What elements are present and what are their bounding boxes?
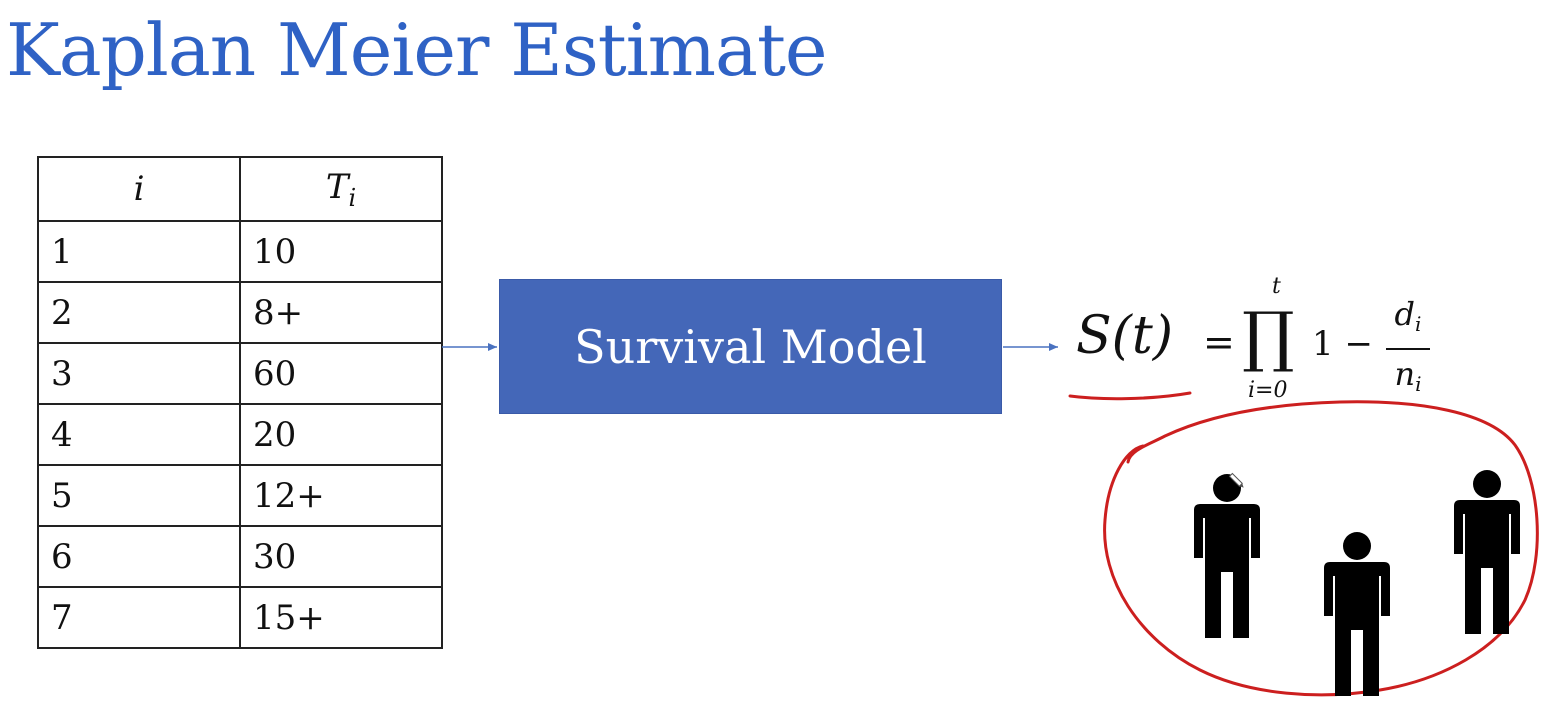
table-row: 4 20 bbox=[37, 403, 443, 466]
cell-index: 6 bbox=[37, 525, 241, 588]
formula-product-symbol: ∏ bbox=[1242, 298, 1295, 375]
slide-title: Kaplan Meier Estimate bbox=[6, 8, 827, 92]
cell-time: 60 bbox=[239, 342, 443, 405]
table-row: 7 15+ bbox=[37, 586, 443, 649]
cell-index: 2 bbox=[37, 281, 241, 344]
header-t: Ti bbox=[239, 156, 443, 222]
formula-one-minus: 1 − bbox=[1312, 324, 1373, 364]
formula-fraction-bar bbox=[1386, 348, 1430, 350]
header-t-subscript: i bbox=[348, 183, 357, 212]
survival-formula: S(t) = ∏ t i=0 1 − di ni bbox=[1076, 274, 1446, 404]
cell-index: 4 bbox=[37, 403, 241, 466]
cell-index: 1 bbox=[37, 220, 241, 283]
cell-index: 3 bbox=[37, 342, 241, 405]
person-icon bbox=[1194, 474, 1260, 638]
survival-data-table: i Ti 1 10 2 8+ 3 60 4 20 5 12+ 6 30 7 15+ bbox=[37, 156, 443, 649]
cell-index: 7 bbox=[37, 586, 241, 649]
table-row: 3 60 bbox=[37, 342, 443, 405]
header-t-letter: T bbox=[325, 166, 349, 207]
table-row: 1 10 bbox=[37, 220, 443, 283]
formula-equals: = bbox=[1203, 320, 1235, 364]
cell-time: 8+ bbox=[239, 281, 443, 344]
formula-fraction: di ni bbox=[1386, 294, 1430, 404]
cell-time: 12+ bbox=[239, 464, 443, 527]
survival-model-box: Survival Model bbox=[499, 279, 1002, 414]
formula-numerator-subscript: i bbox=[1415, 312, 1422, 336]
cell-index: 5 bbox=[37, 464, 241, 527]
formula-product-upper: t bbox=[1272, 274, 1281, 299]
formula-numerator: di bbox=[1386, 294, 1430, 344]
formula-numerator-letter: d bbox=[1394, 295, 1416, 333]
formula-underline-annotation bbox=[1068, 391, 1192, 401]
person-icon bbox=[1454, 470, 1520, 634]
table-header-row: i Ti bbox=[37, 156, 443, 222]
survival-model-label: Survival Model bbox=[574, 319, 927, 374]
formula-denominator: ni bbox=[1386, 354, 1430, 404]
table-row: 2 8+ bbox=[37, 281, 443, 344]
person-icon bbox=[1324, 532, 1390, 696]
formula-denominator-subscript: i bbox=[1415, 372, 1422, 396]
population-circle-annotation bbox=[1103, 400, 1539, 697]
table-row: 6 30 bbox=[37, 525, 443, 588]
cell-time: 15+ bbox=[239, 586, 443, 649]
cell-time: 10 bbox=[239, 220, 443, 283]
cell-time: 30 bbox=[239, 525, 443, 588]
formula-lhs: S(t) bbox=[1076, 306, 1174, 366]
cell-time: 20 bbox=[239, 403, 443, 466]
table-row: 5 12+ bbox=[37, 464, 443, 527]
formula-product-lower: i=0 bbox=[1248, 378, 1288, 403]
formula-denominator-letter: n bbox=[1394, 355, 1416, 393]
header-i: i bbox=[37, 156, 241, 222]
